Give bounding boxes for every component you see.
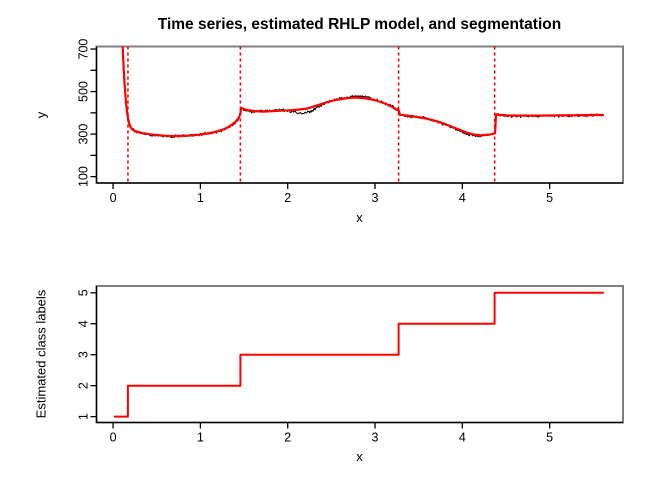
chart-panel-0: 0 1 2 3 4 5 100 300 500 700 bbox=[77, 39, 624, 205]
bottom-x-axis-label: x bbox=[356, 449, 363, 464]
y-tick-label: 100 bbox=[77, 166, 91, 187]
x-tick-label: 5 bbox=[546, 191, 553, 205]
y-tick-label: 300 bbox=[77, 124, 91, 145]
x-tick-label: 0 bbox=[110, 191, 117, 205]
chart-panel-1: 0 1 2 3 4 5 1 2 3 4 5 bbox=[77, 285, 624, 445]
class-label-step-line bbox=[114, 291, 604, 418]
x-tick-label: 0 bbox=[110, 431, 117, 445]
model-fit-line bbox=[121, 46, 604, 138]
y-tick-label: 500 bbox=[77, 81, 91, 102]
y-tick-label: 2 bbox=[77, 382, 91, 389]
top-y-axis-label: y bbox=[33, 111, 49, 119]
x-tick-label: 1 bbox=[197, 191, 204, 205]
x-tick-label: 2 bbox=[284, 431, 291, 445]
x-tick-label: 4 bbox=[459, 431, 466, 445]
bottom-y-axis-label: Estimated class labels bbox=[33, 289, 49, 419]
y-tick-label: 1 bbox=[77, 413, 91, 420]
x-tick-label: 4 bbox=[459, 191, 466, 205]
top-chart-title: Time series, estimated RHLP model, and s… bbox=[157, 16, 562, 33]
x-tick-label: 2 bbox=[284, 191, 291, 205]
y-tick-label: 3 bbox=[77, 351, 91, 358]
x-tick-label: 3 bbox=[372, 191, 379, 205]
x-tick-label: 5 bbox=[546, 431, 553, 445]
x-tick-label: 1 bbox=[197, 431, 204, 445]
x-tick-label: 3 bbox=[372, 431, 379, 445]
y-tick-label: 5 bbox=[77, 289, 91, 296]
y-tick-label: 4 bbox=[77, 320, 91, 327]
y-tick-label: 700 bbox=[77, 39, 91, 60]
top-x-axis-label: x bbox=[356, 210, 363, 225]
